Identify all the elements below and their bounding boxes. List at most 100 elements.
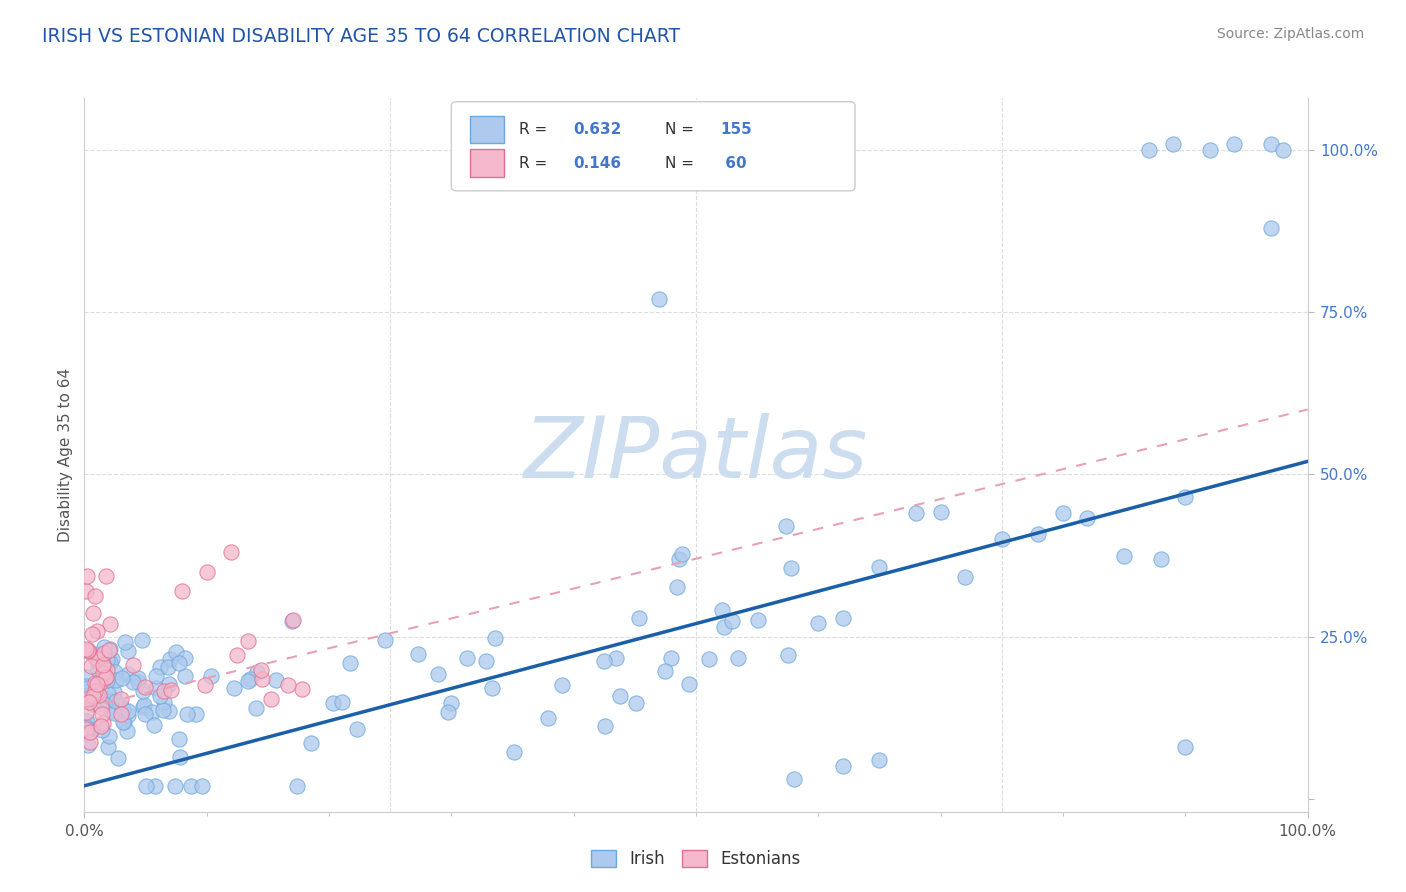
Point <box>226 648 249 662</box>
Point <box>86 654 108 668</box>
Point <box>1028 527 1050 541</box>
Point <box>250 672 273 686</box>
Point <box>406 647 429 661</box>
Point <box>98 694 121 708</box>
Point <box>250 663 273 677</box>
Point <box>165 645 187 659</box>
Point <box>112 702 135 716</box>
Point <box>595 719 617 733</box>
Point <box>87 663 110 677</box>
Point <box>75 726 97 740</box>
Text: R =: R = <box>519 155 551 170</box>
Point <box>929 505 952 519</box>
Point <box>110 706 132 721</box>
Point <box>1223 136 1246 151</box>
Point <box>117 667 139 681</box>
Text: IRISH VS ESTONIAN DISABILITY AGE 35 TO 64 CORRELATION CHART: IRISH VS ESTONIAN DISABILITY AGE 35 TO 6… <box>42 27 681 45</box>
Point <box>346 722 368 736</box>
Point <box>152 704 174 718</box>
Text: 0.632: 0.632 <box>574 122 621 137</box>
Point <box>1137 143 1160 157</box>
Point <box>93 698 115 712</box>
Point <box>156 659 179 673</box>
Point <box>339 656 361 670</box>
Point <box>239 672 262 686</box>
Point <box>173 669 195 683</box>
Point <box>111 671 134 685</box>
Point <box>678 677 700 691</box>
Point <box>103 706 125 721</box>
Point <box>200 669 222 683</box>
Point <box>291 682 314 697</box>
Point <box>1174 739 1197 754</box>
Point <box>149 689 172 703</box>
Point <box>96 653 118 667</box>
Point <box>77 643 100 657</box>
Point <box>153 695 176 709</box>
Point <box>281 615 304 629</box>
Point <box>98 642 121 657</box>
Point <box>281 613 304 627</box>
Point <box>94 671 117 685</box>
Text: 60: 60 <box>720 155 747 170</box>
Point <box>779 560 801 574</box>
Point <box>93 660 115 674</box>
Point <box>174 650 197 665</box>
Point <box>86 624 108 639</box>
Point <box>245 701 267 715</box>
Point <box>93 698 115 712</box>
Point <box>194 678 217 692</box>
Point <box>86 685 108 699</box>
Point <box>100 652 122 666</box>
Point <box>1150 552 1173 566</box>
Point <box>103 684 125 698</box>
Point <box>82 690 104 704</box>
Point <box>83 649 105 664</box>
Point <box>145 779 167 793</box>
Point <box>260 691 283 706</box>
Point <box>593 654 616 668</box>
Point <box>141 705 163 719</box>
Point <box>783 772 806 787</box>
Point <box>94 569 117 583</box>
Point <box>191 779 214 793</box>
Point <box>169 731 191 746</box>
Point <box>142 718 165 732</box>
Point <box>710 603 733 617</box>
Point <box>83 684 105 698</box>
Point <box>87 676 110 690</box>
Point <box>831 759 853 773</box>
Point <box>1052 507 1074 521</box>
Point <box>713 620 735 634</box>
Text: N =: N = <box>665 122 699 137</box>
Point <box>172 584 194 599</box>
Point <box>91 665 114 680</box>
Point <box>91 657 114 672</box>
Point <box>75 714 97 728</box>
Point <box>222 681 245 695</box>
Point <box>440 696 463 710</box>
Point <box>75 705 97 719</box>
Point <box>484 631 506 645</box>
Point <box>285 779 308 793</box>
Point <box>131 632 153 647</box>
Point <box>1272 143 1295 157</box>
Bar <box>470 150 503 177</box>
Point <box>277 678 299 692</box>
Text: Source: ZipAtlas.com: Source: ZipAtlas.com <box>1216 27 1364 41</box>
Point <box>79 688 101 702</box>
Legend: Irish, Estonians: Irish, Estonians <box>585 843 807 875</box>
Point <box>97 729 120 743</box>
Point <box>145 681 167 695</box>
Point <box>117 705 139 719</box>
Point <box>75 584 97 599</box>
Point <box>104 665 127 679</box>
Point <box>121 675 143 690</box>
Point <box>659 651 682 665</box>
Point <box>80 723 103 738</box>
Point <box>665 580 688 594</box>
Point <box>167 656 190 670</box>
Point <box>1260 136 1282 151</box>
Point <box>76 569 98 583</box>
Point <box>481 681 503 695</box>
